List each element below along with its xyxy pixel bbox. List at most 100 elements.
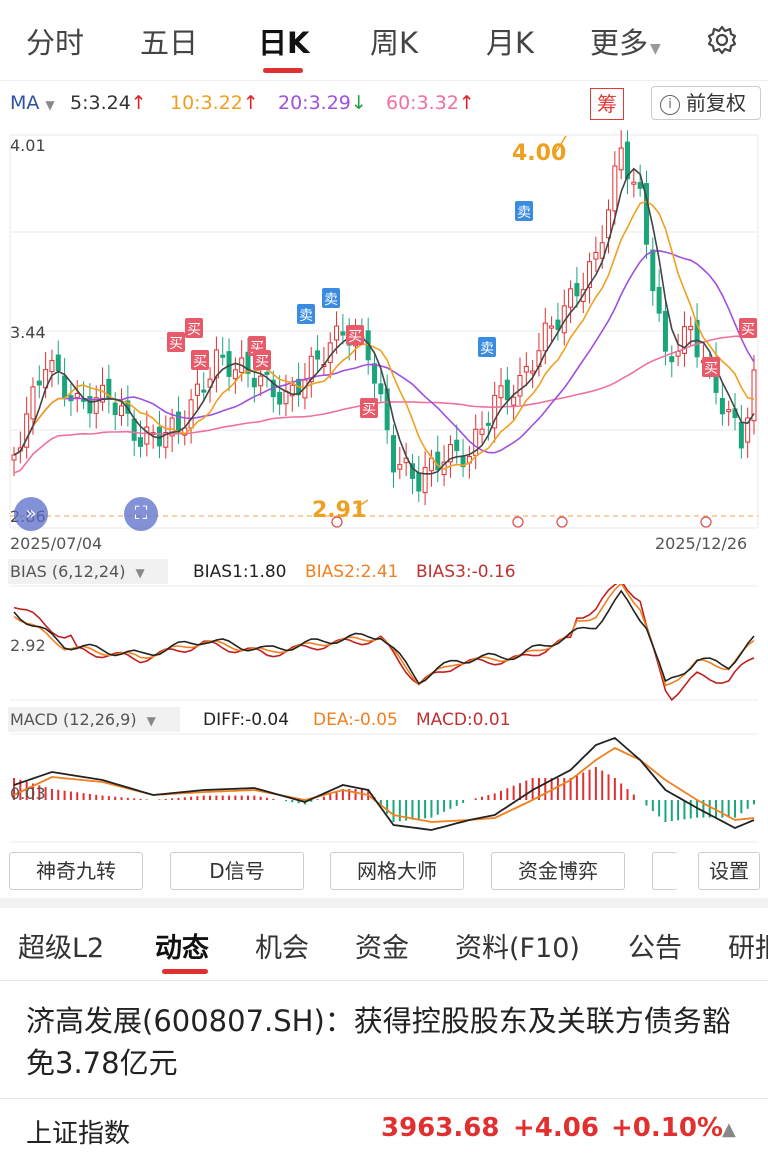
tab-monthly-k[interactable]: 月K [486,26,535,60]
candle-body [530,370,536,374]
candle-body [498,385,504,399]
sell-signal-icon[interactable] [478,337,496,357]
candle-body [688,325,694,331]
ma60-value: 60:3.32↑ [386,92,475,114]
candle-body [201,389,207,393]
gear-icon[interactable] [706,24,738,60]
candle-body [390,435,396,473]
buy-signal-label: 买 [255,354,269,370]
candle-body [93,397,99,414]
candle-body [517,375,523,397]
tab-research[interactable]: 研报 [728,933,768,964]
tab-announcements[interactable]: 公告 [628,933,682,964]
candle-body [485,422,491,426]
tab-dynamic[interactable]: 动态 [155,933,209,964]
buy-signal-icon[interactable] [702,357,720,377]
sell-signal-icon[interactable] [515,201,533,221]
tab-funds[interactable]: 资金 [355,933,409,964]
sell-signal-icon[interactable] [297,304,315,324]
divider [0,980,768,981]
candle-body [745,417,751,443]
candle-body [289,384,295,397]
magic-nine-button[interactable]: 神奇九转 [9,852,143,890]
news-headline[interactable]: 济高发展(600807.SH)：获得控股股东及关联方债务豁免3.78亿元 [26,1004,731,1080]
fullscreen-icon[interactable]: ⛶ [124,497,158,531]
sell-signal-label: 卖 [480,341,494,357]
candle-body [49,360,55,373]
fund-game-button[interactable]: 资金博弈 [491,852,625,890]
more-tool-button[interactable] [652,852,677,890]
adjust-mode-button[interactable]: i 前复权 [651,86,761,120]
up-arrow-icon: ↑ [458,92,475,114]
event-marker-icon[interactable] [512,516,524,528]
candle-body [631,181,637,185]
event-marker-icon[interactable] [556,516,568,528]
buy-signal-icon[interactable] [360,398,378,418]
buy-signal-icon[interactable] [185,318,203,338]
ma5-text: 5:3.24 [70,92,131,114]
candle-body [315,350,321,360]
candle-body [144,426,150,445]
date-end-label: 2025/12/26 [655,534,748,553]
settings-button[interactable]: 设置 [698,852,760,890]
macd-selector[interactable]: MACD (12,26,9) ▼ [10,710,156,729]
up-arrow-icon: ↑ [130,92,147,114]
tab-minute[interactable]: 分时 [26,26,85,60]
buy-signal-icon[interactable] [346,325,364,345]
ma20-line [13,249,755,456]
candle-body [542,322,548,352]
ma60-line [13,334,755,474]
candle-body [327,342,333,364]
buy-signal-label: 买 [704,361,718,377]
buy-signal-label: 买 [193,354,207,370]
candle-body [618,147,624,171]
min-price-marker: 2.91 [312,498,366,523]
macd-selector-bg [8,707,180,732]
bias3-value: BIAS3:-0.16 [416,562,516,582]
tab-super-l2[interactable]: 超级L2 [18,933,105,964]
candle-body [726,409,732,413]
event-marker-icon[interactable] [700,516,712,528]
macd-chart: 0.03 [10,733,758,843]
tab-more[interactable]: 更多 ▼ [590,20,661,62]
d-signal-button[interactable]: D信号 [170,852,304,890]
chip-distribution-button[interactable]: 筹 [590,88,624,120]
bias-selector[interactable]: BIAS (6,12,24) ▼ [10,562,145,581]
index-ticker-bar[interactable]: 上证指数 3963.68 +4.06 +0.10% ▲ [0,1098,768,1166]
bias-chart: 2.92 [10,584,758,702]
caret-down-icon: ▼ [135,566,145,580]
buy-signal-icon[interactable] [739,318,757,338]
tab-five-day[interactable]: 五日 [140,26,199,60]
event-marker-icon[interactable] [331,516,343,528]
candle-body [662,310,668,352]
tab-weekly-k[interactable]: 周K [370,26,419,60]
active-tab-indicator [263,68,303,73]
collapse-icon[interactable]: » [14,497,48,531]
max-price-marker: 4.00 [512,141,566,166]
buy-signal-icon[interactable] [191,350,209,370]
buy-signal-icon[interactable] [167,332,185,352]
bias-selector-bg [8,559,168,584]
grid-master-button[interactable]: 网格大师 [330,852,464,890]
candle-body [681,326,687,354]
period-tabs: 分时 五日 日K 周K 月K 更多 ▼ [0,0,768,82]
candle-body [599,242,605,259]
tab-opportunity[interactable]: 机会 [255,933,309,964]
sell-signal-icon[interactable] [322,288,340,308]
buy-signal-icon[interactable] [253,350,271,370]
adjust-mode-label: 前复权 [686,91,746,115]
candle-body [30,386,36,420]
tab-daily-k[interactable]: 日K [258,26,310,60]
buy-signal-label: 买 [362,402,376,418]
caret-up-icon[interactable]: ▲ [722,1119,736,1140]
candle-body [220,354,226,358]
candle-body [479,428,485,435]
candle-body [277,391,283,405]
candle-body [232,369,238,380]
candle-body [416,472,422,492]
down-arrow-icon: ↓ [350,92,367,114]
ma-selector[interactable]: MA ▼ [10,92,55,114]
tab-profile-f10[interactable]: 资料(F10) [455,933,580,964]
candle-body [62,375,68,398]
